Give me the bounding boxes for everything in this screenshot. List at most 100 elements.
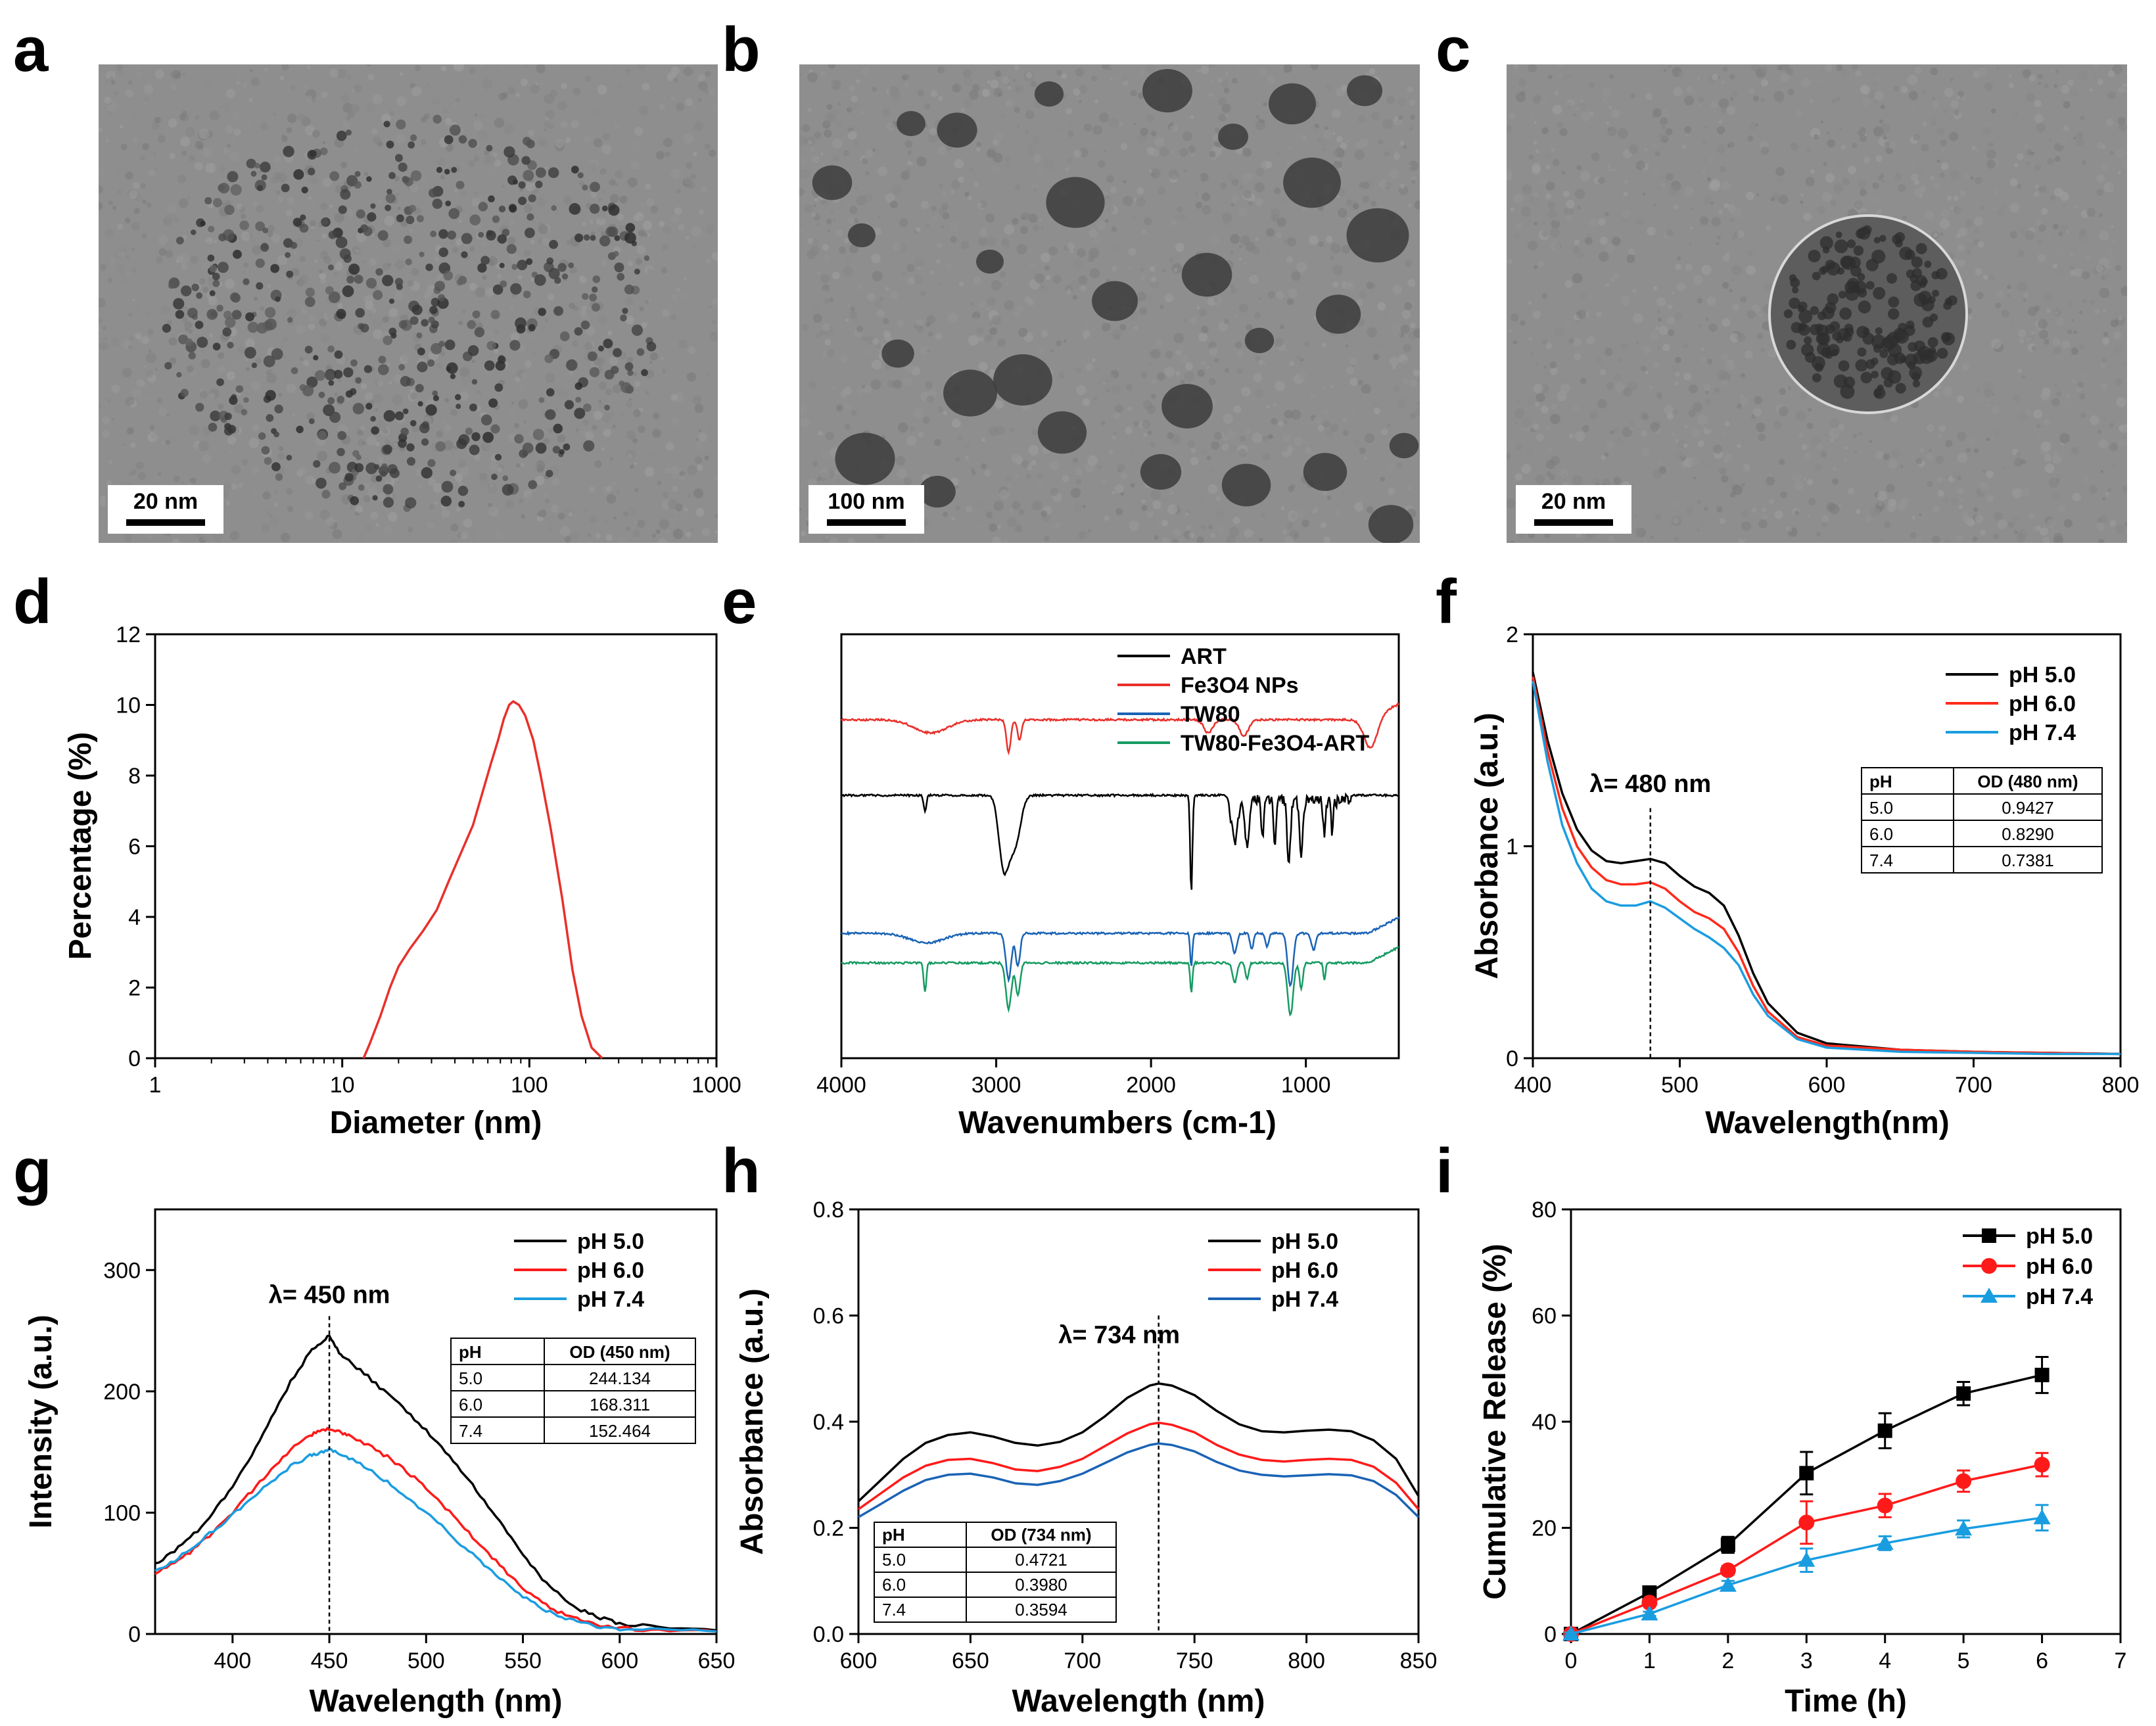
tem-noise [373,136,381,145]
nanoparticle [571,166,579,174]
tem-noise [366,436,377,446]
tem-noise [116,64,124,71]
tem-noise [408,227,413,233]
tem-noise [968,219,972,223]
nanoparticle [589,367,600,377]
tem-noise [635,361,639,365]
tem-noise [1029,262,1036,269]
tem-noise [511,108,516,114]
tem-noise [1184,371,1195,382]
tem-noise [1217,77,1223,83]
tem-noise [250,381,261,391]
tem-noise [665,151,671,157]
nanoparticle [300,214,306,221]
tem-noise [482,329,492,338]
tem-noise [109,76,114,82]
tem-noise [628,261,634,267]
nanoparticle [443,270,454,281]
tem-noise [916,318,924,327]
tem-noise [1065,167,1069,172]
tem-noise [188,329,193,334]
tem-noise [630,465,633,469]
tem-noise [459,466,469,477]
tem-noise [298,274,308,285]
tem-noise [1060,72,1067,80]
nanoparticle [528,480,538,490]
tem-noise [1165,351,1173,359]
tem-noise [242,82,248,88]
tem-noise [544,166,548,170]
tem-noise [1389,356,1399,367]
tem-noise [920,346,929,355]
tem-noise [1271,417,1278,425]
tem-noise [514,376,521,383]
nanoparticle [561,273,569,280]
tem-noise [132,181,140,189]
tem-noise [661,369,667,373]
nanoparticle [535,167,546,178]
tem-noise [686,200,690,205]
tem-noise [389,110,395,116]
tem-noise [598,227,603,233]
nanoparticle [590,203,600,214]
tem-noise [885,364,891,371]
tem-noise [1209,79,1214,83]
tem-noise [310,202,316,208]
tem-noise [268,225,275,232]
nanoparticle [404,235,412,245]
nanoparticle [230,184,242,196]
y-tick-label: 8 [128,764,141,789]
nanoparticle [614,235,621,241]
tem-noise [627,177,638,187]
tem-noise [116,264,126,274]
nanoparticle [218,233,227,242]
nanoparticle [410,420,417,427]
nanoparticle [283,145,294,158]
tem-noise [1025,110,1035,120]
nanoparticle [383,484,394,495]
tem-noise [1265,228,1275,237]
nanoparticle [262,227,269,234]
tem-noise [346,397,350,401]
tem-noise [1342,419,1346,423]
nanoparticle [365,402,373,410]
tem-noise [594,107,602,116]
tem-noise [674,511,678,514]
tem-noise [1184,362,1193,371]
tem-noise [978,301,986,308]
nanoparticle [271,462,281,472]
nanoparticle [306,376,318,388]
nanoparticle [223,310,232,319]
nanoparticle [498,205,506,213]
tem-noise [306,95,313,102]
tem-noise [927,349,930,353]
tem-noise [943,411,948,415]
tem-noise [99,166,105,175]
panel-letter-g: g [13,1136,52,1206]
tem-noise [434,256,439,262]
nanoparticle [270,264,280,273]
nanoparticle [385,204,392,212]
tem-noise [1014,473,1019,477]
tem-noise [375,523,379,526]
tem-noise [1298,480,1302,484]
tem-noise [258,170,262,174]
tem-noise [208,296,218,306]
tem-noise [1207,421,1211,425]
nanoparticle [345,129,352,136]
tem-noise [185,231,191,237]
tem-noise [639,105,649,116]
nanoparticle [231,310,242,320]
tem-noise [301,309,307,315]
nanoparticle [410,316,419,325]
tem-noise [1377,302,1386,311]
tem-noise [187,196,191,200]
tem-noise [885,193,895,203]
tem-noise [697,98,702,103]
tem-noise [812,314,822,323]
tem-noise [1322,97,1332,107]
tem-noise [525,86,529,90]
tem-noise [459,162,465,168]
tem-noise [154,69,164,80]
tem-noise [657,538,667,543]
